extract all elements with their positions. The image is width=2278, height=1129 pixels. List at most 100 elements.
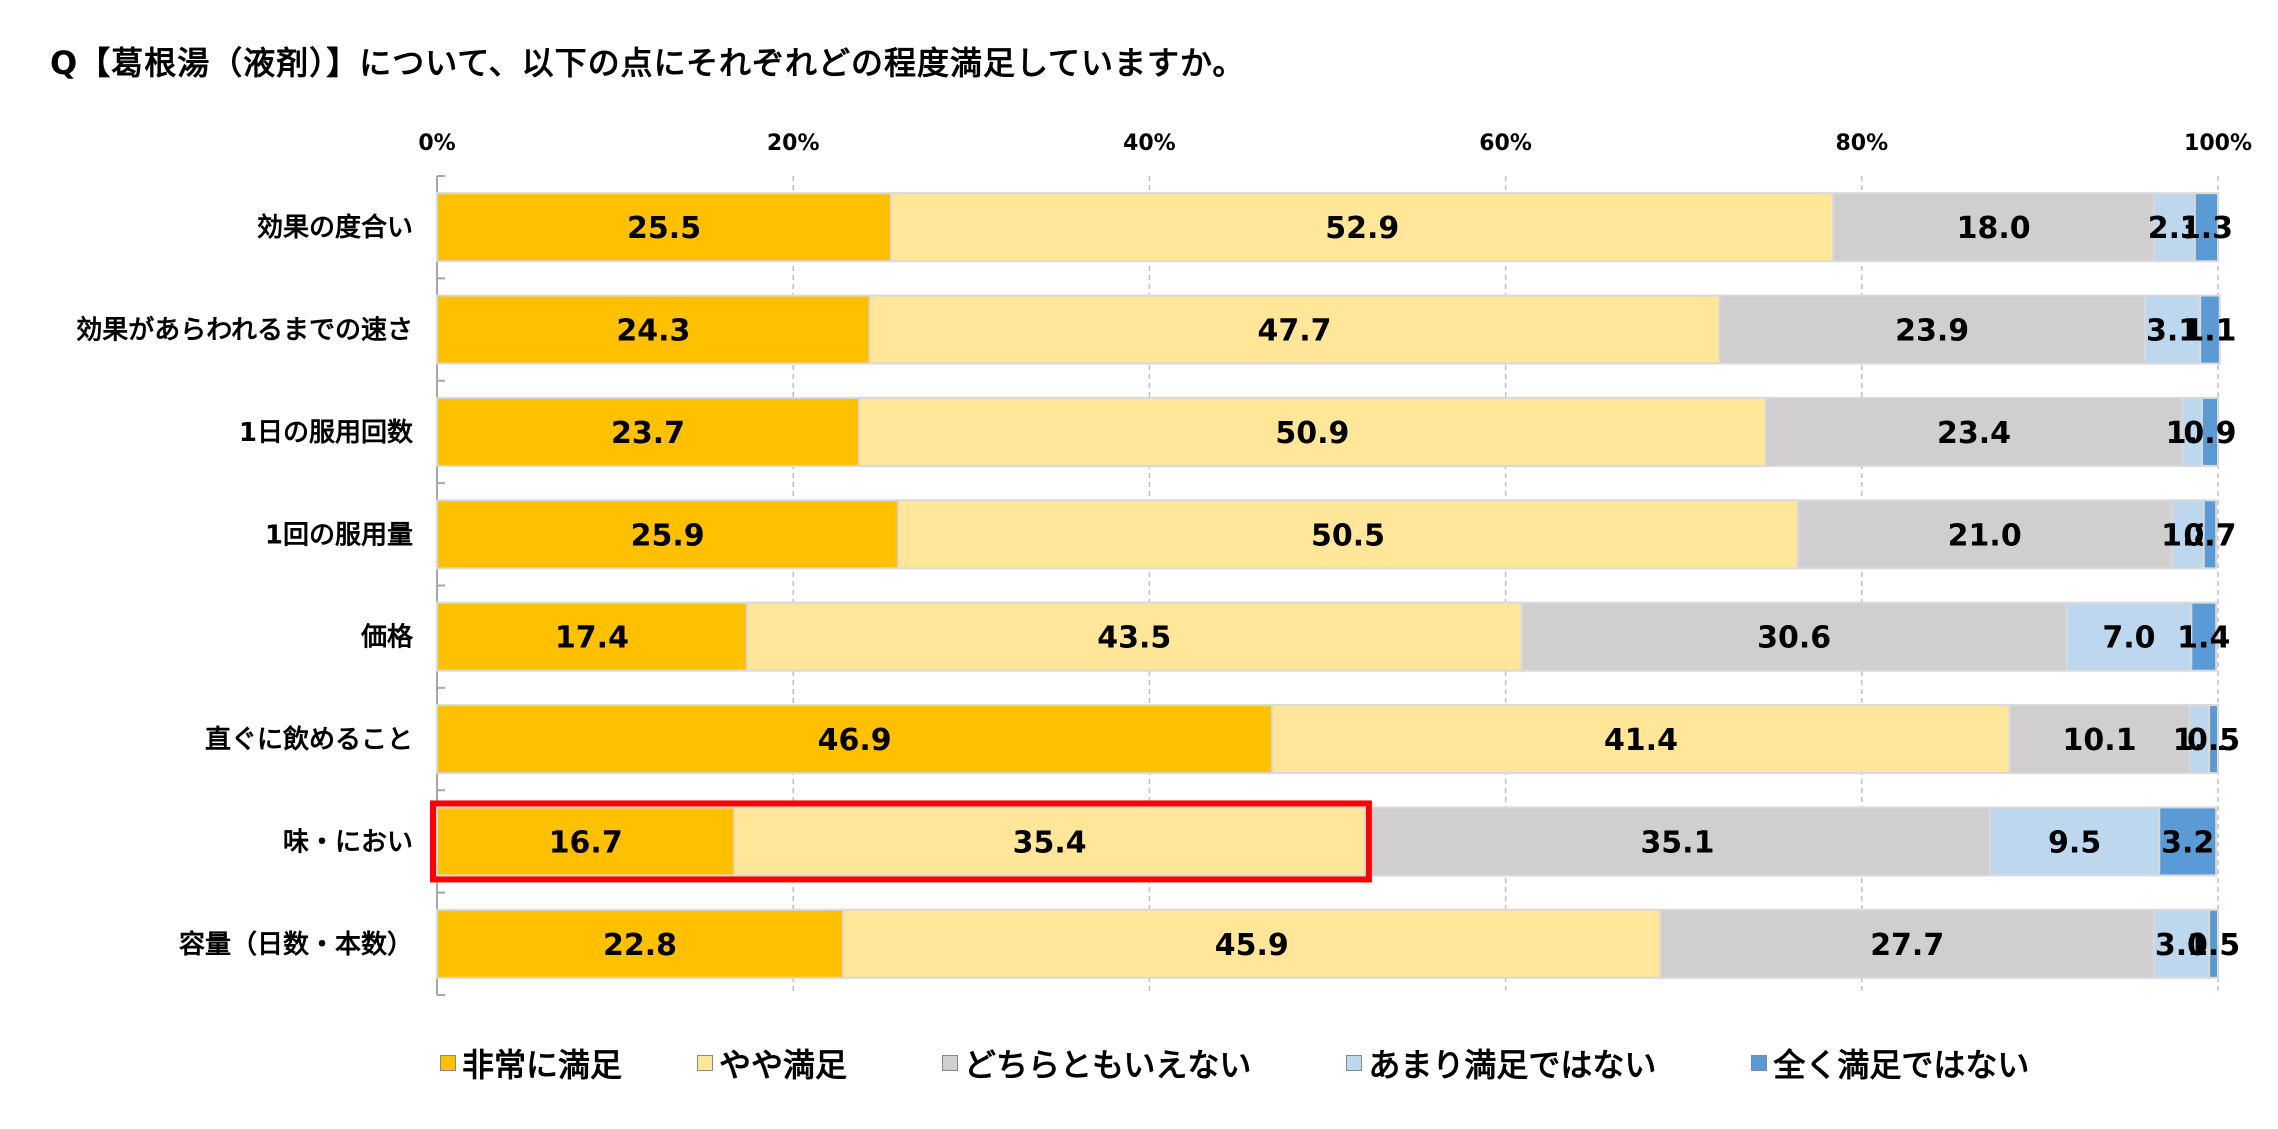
bar-segment (2158, 806, 2218, 877)
data-label: 2.3 (2148, 211, 2201, 246)
data-label: 0.7 (2183, 518, 2236, 553)
bar-segment (1764, 396, 2184, 467)
category-label: 1日の服用回数 (239, 418, 414, 448)
data-label: 35.1 (1640, 825, 1714, 860)
chart-title: Q【葛根湯（液剤）】について、以下の点にそれぞれどの程度満足していますか。 (50, 44, 1246, 82)
legend-label: あまり満足ではない (1368, 1046, 1657, 1084)
bar-segment (2170, 499, 2205, 570)
bar-segment (2193, 192, 2219, 263)
legend-item: 非常に満足 (440, 1040, 622, 1086)
data-label: 27.7 (1870, 928, 1944, 963)
data-label: 3.1 (2146, 314, 2199, 349)
bar-segment (2152, 192, 2196, 263)
data-label: 25.5 (627, 211, 701, 246)
bar-segment (2190, 601, 2218, 672)
legend-item: どちらともいえない (942, 1040, 1251, 1086)
data-label: 52.9 (1325, 211, 1399, 246)
category-label: 効果があらわれるまでの速さ (76, 315, 413, 346)
data-label: 18.0 (1957, 211, 2031, 246)
data-label: 50.5 (1311, 518, 1385, 553)
legend-label: やや満足 (719, 1046, 848, 1084)
bar-segment (1718, 294, 2146, 365)
x-tick-label: 80% (1835, 131, 1888, 156)
bar-segment (745, 601, 1523, 672)
bar-segment (2202, 499, 2218, 570)
data-label: 25.9 (631, 518, 705, 553)
legend-label: どちらともいえない (964, 1046, 1252, 1084)
legend-swatch (1751, 1055, 1768, 1071)
category-label: 1回の服用量 (265, 520, 413, 550)
legend-swatch (1346, 1055, 1363, 1071)
bar-segment (897, 499, 1799, 570)
x-tick-label: 40% (1123, 131, 1176, 156)
bar-segment (436, 704, 1274, 775)
data-label: 16.7 (549, 825, 623, 860)
x-tick-label: 0% (418, 131, 455, 156)
legend-label: 全く満足ではない (1773, 1046, 2030, 1084)
bar-segment (436, 908, 845, 979)
legend-swatch (697, 1055, 714, 1071)
data-label: 43.5 (1097, 621, 1171, 656)
data-label: 23.9 (1895, 314, 1969, 349)
data-label: 47.7 (1258, 314, 1332, 349)
data-label: 1.4 (2177, 621, 2230, 656)
bar-segment (436, 396, 861, 467)
data-label: 10.1 (2063, 723, 2137, 758)
bar-segment (890, 192, 1835, 263)
bar-segment (436, 192, 893, 263)
data-label: 46.9 (818, 723, 892, 758)
category-label: 効果の度合い (257, 212, 413, 243)
bar-segment (436, 294, 871, 365)
x-tick-label: 60% (1479, 131, 1532, 156)
category-label: 価格 (360, 622, 414, 653)
bar-segment (1363, 806, 1992, 877)
data-label: 21.0 (1948, 518, 2022, 553)
data-label: 0.5 (2187, 928, 2240, 963)
data-label: 23.4 (1937, 416, 2011, 451)
legend: 非常に満足 やや満足 どちらともいえない あまり満足ではない 全く満足ではない (440, 1040, 2029, 1086)
bar-segment (436, 499, 900, 570)
data-label: 30.6 (1757, 621, 1831, 656)
data-label: 22.8 (603, 928, 677, 963)
data-label: 0.9 (2183, 416, 2236, 451)
category-label: 容量（日数・本数） (179, 929, 413, 960)
bar-segment (2208, 908, 2219, 979)
data-label: 3.2 (2161, 825, 2214, 860)
x-tick-label: 100% (2184, 131, 2252, 156)
category-label: 直ぐに飲めること (205, 724, 413, 755)
category-label: 味・におい (283, 827, 413, 857)
data-label: 35.4 (1013, 825, 1087, 860)
bar-segment (2065, 601, 2193, 672)
data-label: 17.4 (555, 621, 629, 656)
data-label: 0.5 (2187, 723, 2240, 758)
bar-segment (858, 396, 1767, 467)
data-label: 24.3 (616, 314, 690, 349)
bar-segment (2199, 294, 2221, 365)
legend-item: やや満足 (697, 1040, 847, 1086)
bar-segment (436, 806, 736, 877)
bar-segment (842, 908, 1662, 979)
bar-segment (1796, 499, 2173, 570)
data-label: 3.1 (2155, 928, 2208, 963)
bar-segment (1989, 806, 2161, 877)
data-label: 9.5 (2048, 825, 2101, 860)
highlight-box (430, 800, 1372, 883)
legend-label: 非常に満足 (462, 1046, 623, 1084)
data-label: 1.3 (2180, 211, 2233, 246)
data-label: 1.1 (2183, 314, 2236, 349)
bar-segment (1520, 601, 2068, 672)
data-label: 7.0 (2102, 621, 2155, 656)
legend-swatch (942, 1055, 959, 1071)
bar-segment (2200, 396, 2219, 467)
bar-segment (2208, 704, 2219, 775)
x-tick-label: 20% (767, 131, 820, 156)
legend-item: 全く満足ではない (1751, 1040, 2029, 1086)
data-label: 23.7 (611, 416, 685, 451)
bar-segment (1832, 192, 2155, 263)
data-label: 41.4 (1604, 723, 1678, 758)
legend-item: あまり満足ではない (1346, 1040, 1656, 1086)
data-label: 45.9 (1215, 928, 1289, 963)
legend-swatch (440, 1055, 456, 1071)
data-label: 50.9 (1275, 416, 1349, 451)
